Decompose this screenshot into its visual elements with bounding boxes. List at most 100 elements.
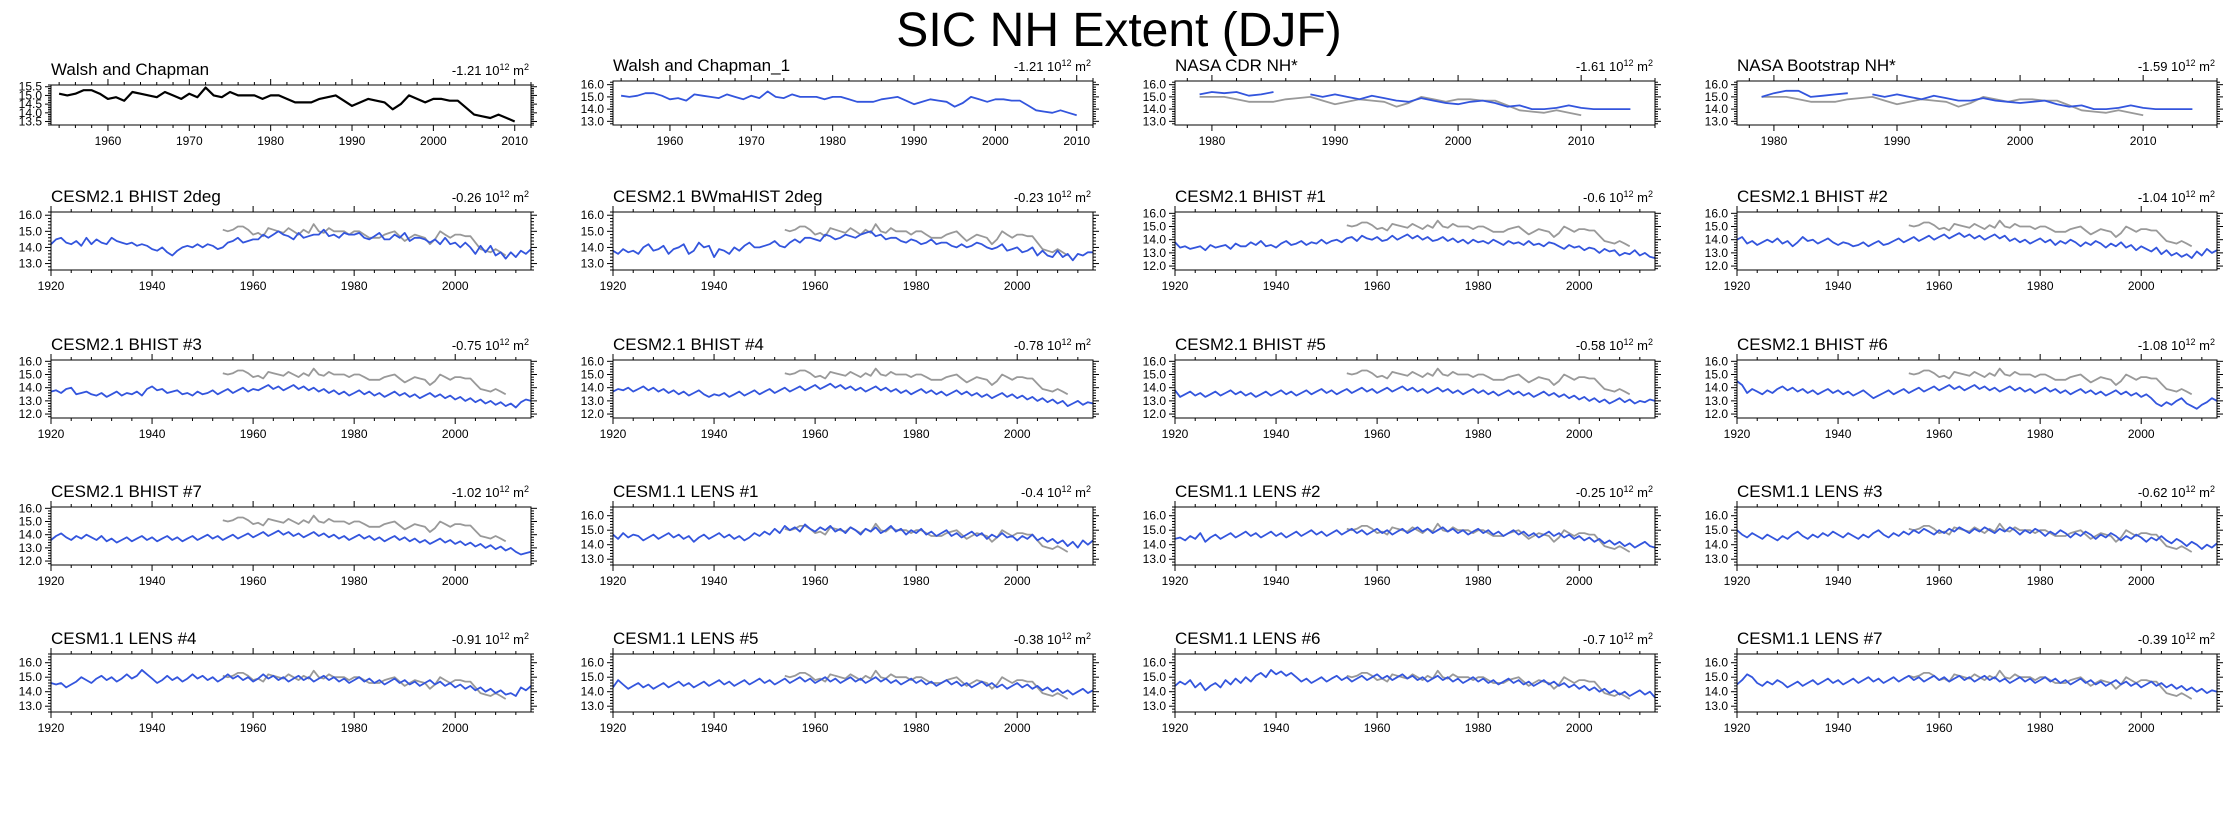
panel-7-ytick-label: 12.0 [1143,259,1167,273]
panel-10-xtick-label: 1960 [802,427,829,441]
panel-15-ytick-label: 14.0 [1143,538,1167,552]
panel-5-xtick-label: 1980 [341,279,368,293]
panel-5-trend-exponent2: 2 [524,189,529,199]
panel-5-trend-value: -0.26 10 [452,190,500,205]
panel-13-frame [50,506,532,566]
panel-1-xtick-label: 1970 [176,134,203,148]
panel-15-xtick-label: 1980 [1465,574,1492,588]
panel-18-xtick-label: 1960 [802,721,829,735]
panel-5-ytick-label: 16.0 [19,208,43,222]
panel-4-ytick-label: 14.0 [1705,102,1729,116]
panel-19-trend-exponent: 12 [1624,631,1634,641]
panel-7-xtick-label: 1940 [1263,279,1290,293]
panel-20-series-walsh-and-chapman [1908,669,2193,700]
panel-5-trend-label: -0.26 1012 m2 [452,189,529,205]
panel-6-ytick-label: 13.0 [581,257,605,271]
panel-20-trend-exponent: 12 [2186,631,2196,641]
panel-10-xtick-label: 1920 [600,427,627,441]
panel-6-trend-value: -0.23 10 [1014,190,1062,205]
panel-2-frame [612,80,1094,126]
panel-4-trend-unit: m [2196,59,2210,74]
panel-12-xtick-label: 1940 [1825,427,1852,441]
panel-17-series-cesm1-1-lens-4 [50,669,532,697]
panel-13-ytick-label: 12.0 [19,554,43,568]
panel-6-ytick-label: 14.0 [581,240,605,254]
panel-8-trend-exponent: 12 [2186,189,2196,199]
panel-4-trend-label: -1.59 1012 m2 [2138,58,2215,74]
panel-12-ytick-label: 16.0 [1705,354,1729,368]
panel-8-ytick-label: 15.0 [1705,220,1729,234]
panel-19-trend-unit: m [1634,632,1648,647]
panel-3-ytick-label: 16.0 [1143,78,1167,92]
panel-20-xtick-label: 1920 [1724,721,1751,735]
panel-17-xtick-label: 1960 [240,721,267,735]
panel-6-xtick-label: 1980 [903,279,930,293]
panel-13-ytick-label: 13.0 [19,541,43,555]
panel-11-ytick-label: 15.0 [1143,368,1167,382]
panel-9-ytick-label: 14.0 [19,381,43,395]
panel-16-trend-unit: m [2196,485,2210,500]
panel-3-ytick-label: 13.0 [1143,114,1167,128]
panel-3-trend-exponent2: 2 [1648,58,1653,68]
panel-19: CESM1.1 LENS #6 -0.7 1012 m2 1920 1940 1960 1… [1143,629,1661,735]
panel-12-series-walsh-and-chapman [1908,367,2193,396]
panel-12-xtick-label: 1960 [1926,427,1953,441]
panel-3: NASA CDR NH* -1.61 1012 m2 1980 1990 2000 201… [1143,56,1661,148]
panel-1-xtick-label: 1990 [339,134,366,148]
panel-7-ytick-label: 15.0 [1143,220,1167,234]
panel-17-trend-unit: m [510,632,524,647]
panel-2-xtick-label: 1960 [657,134,684,148]
panel-2: Walsh and Chapman_1 -1.21 1012 m2 1960 1970… [581,56,1099,148]
panel-8-title: CESM2.1 BHIST #2 [1737,187,1888,206]
panel-1-trend-value: -1.21 10 [452,63,500,78]
panel-11-series-walsh-and-chapman [1346,367,1631,396]
panel-18-trend-exponent: 12 [1062,631,1072,641]
panel-2-ytick-label: 15.0 [581,90,605,104]
panel-1: Walsh and Chapman -1.21 1012 m2 1960 1970 19… [19,60,537,148]
panel-4-xtick-label: 1980 [1761,134,1788,148]
panel-19-xtick-label: 1960 [1364,721,1391,735]
panel-10-trend-label: -0.78 1012 m2 [1014,337,1091,353]
panel-5-series-cesm2-1-bhist-2deg [50,228,532,260]
panel-10-ytick-label: 16.0 [581,354,605,368]
panel-18-ytick-label: 16.0 [581,656,605,670]
panel-19-ytick-label: 15.0 [1143,670,1167,684]
panel-19-trend-label: -0.7 1012 m2 [1583,631,1653,647]
panel-13-trend-label: -1.02 1012 m2 [452,484,529,500]
panel-10: CESM2.1 BHIST #4 -0.78 1012 m2 1920 1940 196… [581,335,1099,441]
panel-1-xtick-label: 1980 [257,134,284,148]
panel-15-trend-exponent: 12 [1624,484,1634,494]
panel-10-title: CESM2.1 BHIST #4 [613,335,764,354]
panel-19-ytick-label: 16.0 [1143,656,1167,670]
panel-6-series-cesm2-1-bwmahist-2deg [612,230,1093,262]
panel-6-trend-exponent2: 2 [1086,189,1091,199]
panel-7: CESM2.1 BHIST #1 -0.6 1012 m2 1920 1940 1960… [1143,187,1661,293]
panel-10-xtick-label: 1940 [701,427,728,441]
panel-4-xtick-label: 2010 [2130,134,2157,148]
panel-7-ytick-label: 16.0 [1143,206,1167,220]
panel-8-frame [1736,211,2218,271]
panel-15-ytick-label: 13.0 [1143,552,1167,566]
panel-15: CESM1.1 LENS #2 -0.25 1012 m2 1920 1940 1960… [1143,482,1661,588]
panel-19-frame [1174,653,1656,713]
panel-14-ytick-label: 15.0 [581,523,605,537]
panel-3-xtick-label: 1990 [1322,134,1349,148]
panel-13-series-cesm2-1-bhist-7 [50,529,532,556]
panel-20-ytick-label: 13.0 [1705,699,1729,713]
panel-9-ytick-label: 12.0 [19,407,43,421]
panel-16-trend-exponent2: 2 [2210,484,2215,494]
panel-12-ytick-label: 12.0 [1705,407,1729,421]
panel-7-trend-exponent: 12 [1624,189,1634,199]
panel-10-xtick-label: 2000 [1004,427,1031,441]
panel-11-trend-value: -0.58 10 [1576,338,1624,353]
panel-20-xtick-label: 1960 [1926,721,1953,735]
panel-17-xtick-label: 1980 [341,721,368,735]
panel-6-series-walsh-and-chapman [784,223,1069,257]
panel-17-trend-label: -0.91 1012 m2 [452,631,529,647]
panel-1-ytick-label: 15.5 [19,80,43,94]
panel-2-xtick-label: 1980 [819,134,846,148]
panel-18-ytick-label: 14.0 [581,685,605,699]
panel-6-title: CESM2.1 BWmaHIST 2deg [613,187,822,206]
panel-12-xtick-label: 1980 [2027,427,2054,441]
